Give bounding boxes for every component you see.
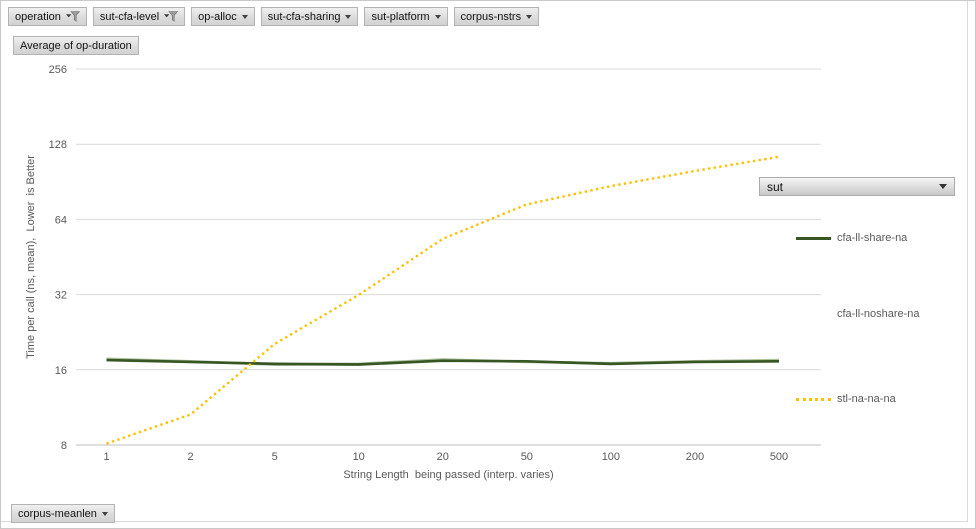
field-button-op-alloc[interactable]: op-alloc — [191, 7, 255, 26]
y-tick-label: 64 — [55, 214, 67, 226]
legend-label: cfa-ll-noshare-na — [837, 308, 920, 320]
y-tick-label: 128 — [49, 139, 67, 151]
field-button-label: operation — [15, 10, 61, 23]
legend-entry-cfa-ll-share-na: cfa-ll-share-na — [796, 230, 907, 246]
field-button-label: op-alloc — [198, 10, 237, 23]
x-tick-label: 10 — [353, 451, 365, 463]
series-line-stl-na-na-na — [106, 155, 780, 445]
x-tick-label: 200 — [686, 451, 704, 463]
legend-field-label: sut — [767, 179, 784, 194]
chart-frame-bottom-border — [1, 521, 968, 522]
filter-funnel-icon — [164, 11, 179, 22]
legend-entry-stl-na-na-na: stl-na-na-na — [796, 391, 896, 407]
legend-line-sample-dotted — [796, 397, 831, 401]
filter-funnel-icon — [65, 11, 80, 22]
x-tick-label: 20 — [437, 451, 449, 463]
dropdown-arrow-icon — [434, 14, 441, 19]
value-field-button[interactable]: Average of op-duration — [13, 36, 139, 55]
chart-frame-right-border — [967, 1, 968, 522]
dropdown-arrow-icon — [939, 184, 947, 189]
legend-field-dropdown-sut[interactable]: sut — [759, 177, 955, 196]
x-tick-label: 5 — [272, 451, 278, 463]
x-tick-label: 1 — [103, 451, 109, 463]
dropdown-arrow-icon — [345, 14, 352, 19]
legend-line-sample-solid — [796, 236, 831, 240]
field-button-corpus-nstrs[interactable]: corpus-nstrs — [453, 7, 540, 26]
axis-field-button-corpus-meanlen[interactable]: corpus-meanlen — [11, 504, 115, 523]
dropdown-arrow-icon — [101, 511, 108, 516]
field-button-sut-cfa-level[interactable]: sut-cfa-level — [92, 7, 186, 26]
y-tick-label: 8 — [61, 440, 67, 452]
x-tick-label: 500 — [770, 451, 788, 463]
y-tick-label: 16 — [55, 365, 67, 377]
field-button-label: sut-cfa-level — [99, 10, 160, 23]
y-tick-label: 32 — [55, 290, 67, 302]
legend-label: stl-na-na-na — [837, 393, 896, 405]
x-tick-label: 2 — [188, 451, 194, 463]
x-tick-label: 50 — [521, 451, 533, 463]
x-axis-title: String Length being passed (interp. vari… — [343, 469, 554, 481]
field-button-sut-platform[interactable]: sut-platform — [364, 7, 448, 26]
field-button-operation[interactable]: operation — [8, 7, 87, 26]
field-button-label: sut-cfa-sharing — [267, 10, 341, 23]
dropdown-arrow-icon — [241, 14, 248, 19]
chart-plot-area: 256 128 64 32 16 8 1 2 5 10 20 50 100 200 500 — [49, 64, 821, 463]
value-field-label: Average of op-duration — [20, 39, 132, 52]
x-tick-label: 100 — [602, 451, 620, 463]
y-axis-title: Time per call (ns, mean), Lower is Bette… — [25, 155, 37, 359]
field-button-sut-cfa-sharing[interactable]: sut-cfa-sharing — [260, 7, 359, 26]
axis-field-label: corpus-meanlen — [18, 507, 97, 520]
field-button-label: corpus-nstrs — [460, 10, 522, 23]
series-line-cfa-ll-share-na — [106, 358, 780, 366]
y-tick-label: 256 — [49, 64, 67, 76]
legend-entry-cfa-ll-noshare-na: cfa-ll-noshare-na — [796, 306, 920, 322]
pivot-filter-button-row: operation sut-cfa-level op-alloc sut-cfa… — [8, 7, 540, 26]
legend-label: cfa-ll-share-na — [837, 232, 908, 244]
field-button-label: sut-platform — [371, 10, 430, 23]
dropdown-arrow-icon — [526, 14, 533, 19]
